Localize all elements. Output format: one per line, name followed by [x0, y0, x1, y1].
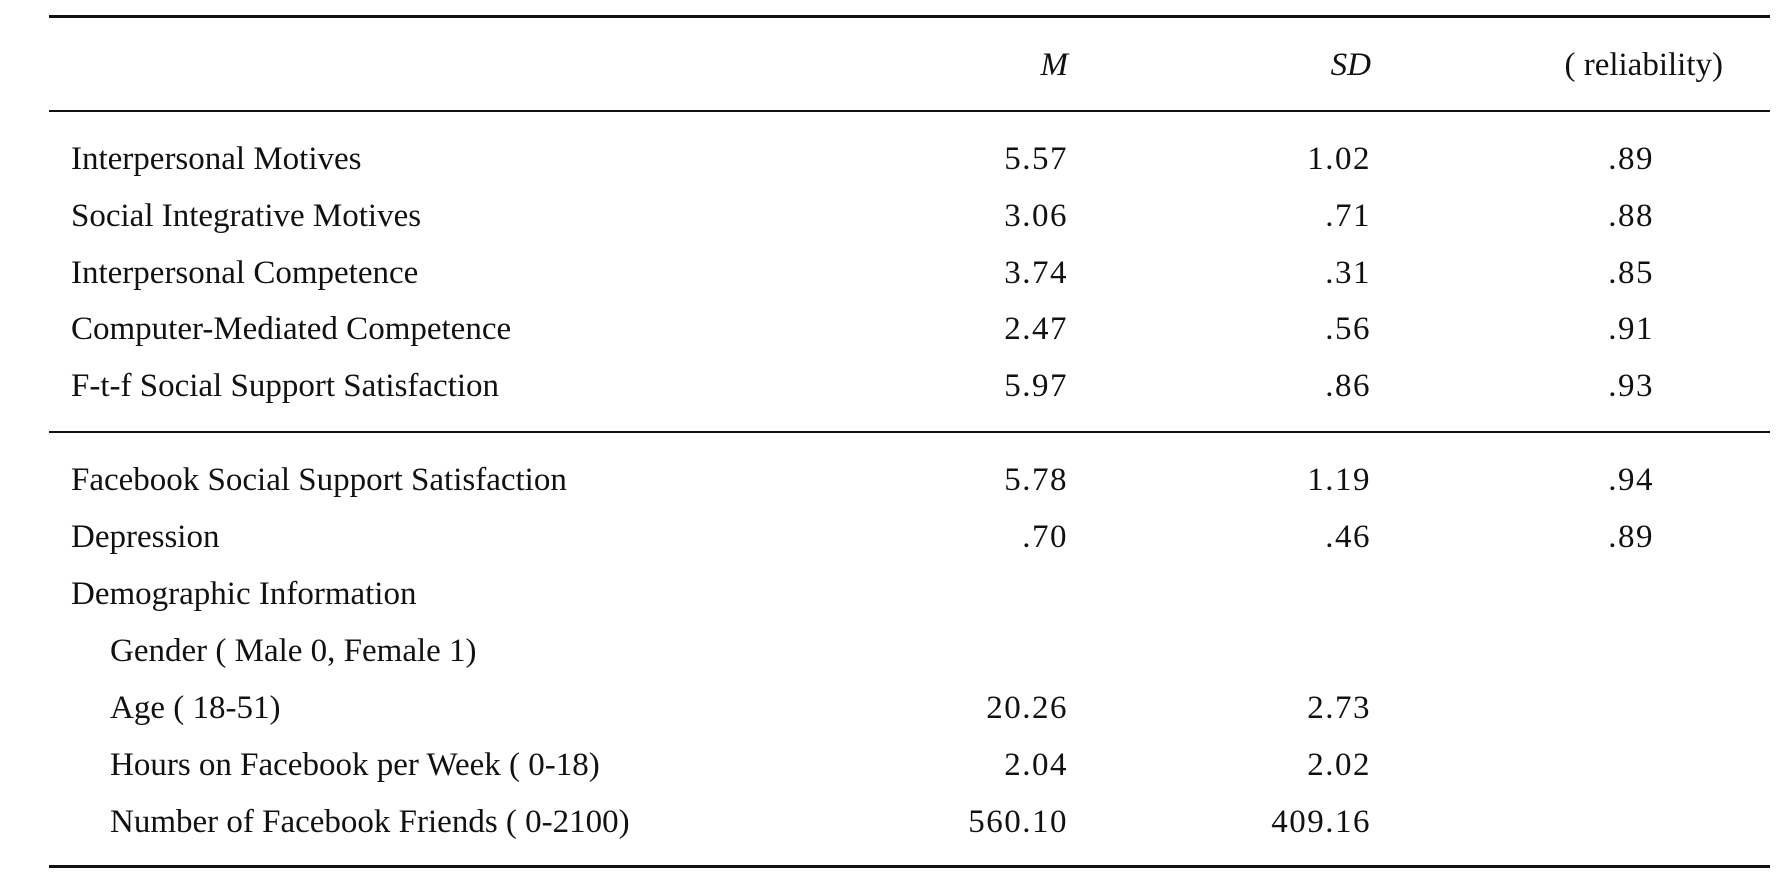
row-label: Age ( 18-51) [110, 690, 281, 726]
header-sd: SD [1330, 47, 1371, 83]
cell-m: 2.04 [1004, 747, 1068, 783]
row-label: Demographic Information [71, 576, 417, 612]
row-label: Number of Facebook Friends ( 0-2100) [110, 804, 630, 840]
top-rule [49, 15, 1770, 18]
row-label: Facebook Social Support Satisfaction [71, 462, 567, 498]
row-label: Hours on Facebook per Week ( 0-18) [110, 747, 600, 783]
header-reliability: ( reliability) [1564, 47, 1723, 83]
cell-m: 3.74 [1004, 254, 1068, 291]
header-rule [49, 110, 1770, 112]
cell-m: 5.78 [1004, 462, 1068, 498]
cell-sd: .86 [1325, 368, 1371, 405]
cell-sd: 2.02 [1307, 747, 1371, 783]
cell-m: .70 [1022, 519, 1068, 555]
cell-reliability: .91 [1608, 311, 1654, 348]
row-label: Social Integrative Motives [71, 197, 422, 234]
row-label: Depression [71, 519, 220, 555]
cell-reliability: .85 [1608, 254, 1654, 291]
bottom-rule [49, 865, 1770, 868]
cell-sd: .71 [1325, 197, 1371, 234]
cell-reliability: .89 [1608, 519, 1654, 555]
cell-m: 3.06 [1004, 197, 1068, 234]
cell-sd: .46 [1325, 519, 1371, 555]
row-label: Interpersonal Competence [71, 254, 419, 291]
group-divider-rule [49, 431, 1770, 433]
cell-sd: 1.02 [1307, 141, 1371, 177]
row-label: F-t-f Social Support Satisfaction [71, 368, 500, 405]
cell-sd: 1.19 [1307, 462, 1371, 498]
cell-reliability: .89 [1608, 141, 1654, 177]
cell-m: 20.26 [986, 690, 1068, 726]
cell-reliability: .94 [1608, 462, 1654, 498]
cell-sd: .31 [1325, 254, 1371, 291]
cell-m: 2.47 [1004, 311, 1068, 348]
header-m: M [1040, 47, 1069, 83]
cell-sd: 2.73 [1307, 690, 1371, 726]
row-label: Gender ( Male 0, Female 1) [110, 633, 477, 669]
cell-m: 5.97 [1004, 368, 1068, 405]
cell-sd: .56 [1325, 311, 1371, 348]
cell-reliability: .88 [1608, 197, 1654, 234]
cell-sd: 409.16 [1271, 804, 1371, 840]
row-label: Computer-Mediated Competence [71, 311, 512, 348]
cell-m: 560.10 [968, 804, 1068, 840]
cell-reliability: .93 [1608, 368, 1654, 405]
row-label: Interpersonal Motives [71, 141, 362, 177]
cell-m: 5.57 [1004, 141, 1068, 177]
